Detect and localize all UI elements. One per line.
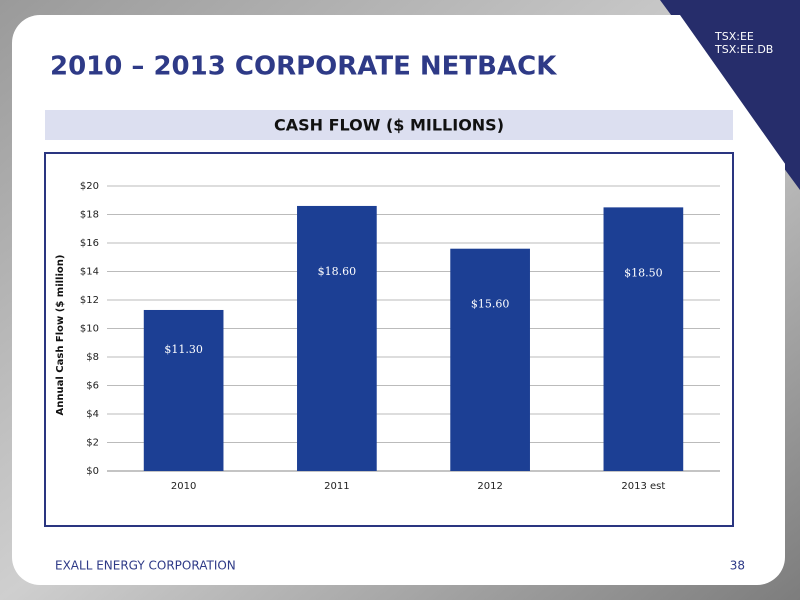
data-label: $18.50 (624, 266, 663, 279)
x-tick-label: 2010 (171, 481, 196, 492)
y-tick-label: $6 (86, 381, 99, 392)
subtitle-bar (45, 110, 733, 140)
data-label: $15.60 (471, 297, 510, 310)
ticker: TSX:EE (714, 30, 754, 43)
bar (297, 205, 377, 471)
bar (450, 248, 530, 471)
y-axis-label: Annual Cash Flow ($ million) (55, 255, 66, 416)
x-tick-label: 2013 est (621, 481, 665, 492)
page-number: 38 (730, 559, 745, 573)
x-tick-label: 2012 (477, 481, 502, 492)
y-tick-label: $14 (80, 267, 99, 278)
data-label: $11.30 (164, 343, 203, 356)
subtitle: CASH FLOW ($ MILLIONS) (274, 116, 504, 135)
ticker: TSX:EE.DB (714, 43, 773, 56)
x-tick-label: 2011 (324, 481, 349, 492)
title: 2010 – 2013 CORPORATE NETBACK (50, 52, 557, 82)
footer-company: EXALL ENERGY CORPORATION (55, 559, 236, 573)
bar (603, 207, 684, 471)
y-tick-label: $4 (86, 409, 99, 420)
y-tick-label: $2 (86, 438, 99, 449)
y-tick-label: $10 (80, 324, 99, 335)
bar (143, 309, 224, 471)
y-tick-label: $12 (80, 295, 99, 306)
y-tick-label: $0 (86, 466, 99, 477)
corner-band (680, 15, 800, 185)
y-tick-label: $20 (80, 181, 99, 192)
y-tick-label: $8 (86, 352, 99, 363)
y-tick-label: $18 (80, 210, 99, 221)
data-label: $18.60 (318, 265, 357, 278)
y-tick-label: $16 (80, 238, 99, 249)
